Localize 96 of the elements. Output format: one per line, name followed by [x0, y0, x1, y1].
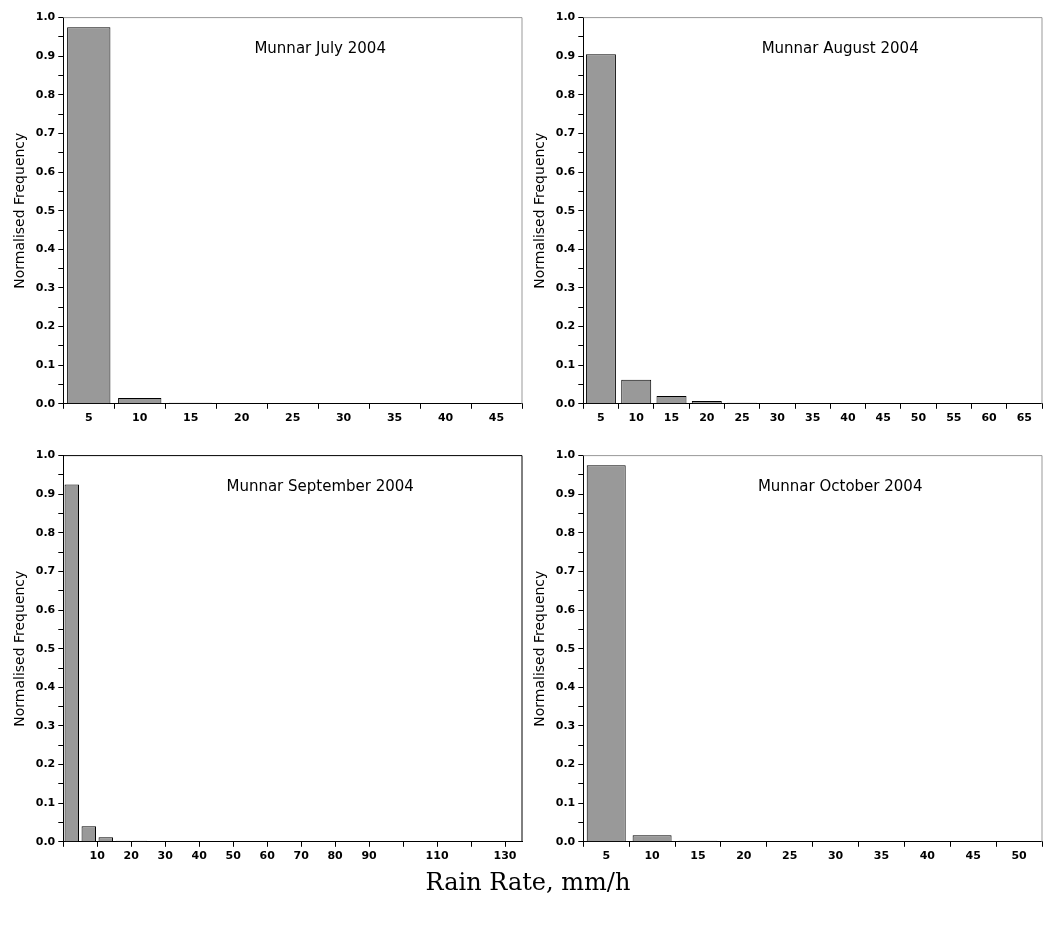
x-tick-label: 55	[946, 411, 962, 425]
y-tick-label: 0.7	[555, 126, 576, 140]
x-tick-label: 45	[875, 411, 891, 425]
x-tick-label: 10	[89, 849, 106, 863]
y-tick-label: 0.2	[555, 757, 576, 771]
x-tick-label: 10	[628, 411, 645, 425]
y-tick-label: 0.6	[35, 602, 56, 616]
x-tick-label: 10	[132, 411, 148, 425]
x-tick-label: 30	[335, 411, 352, 425]
y-tick-label: 0.5	[35, 641, 56, 655]
x-tick-label: 25	[734, 411, 750, 425]
y-tick-label: 1.0	[35, 10, 56, 24]
x-tick-label: 65	[1016, 411, 1033, 425]
text: Munnar August 2004	[761, 39, 919, 58]
x-tick-label: 35	[873, 849, 890, 863]
x-tick-label: 40	[919, 849, 936, 863]
y-tick-label: 0.4	[35, 680, 56, 694]
y-axis-title: Normalised Frequency	[11, 132, 28, 289]
x-tick-label: 15	[690, 849, 706, 863]
y-tick-label: 0.8	[35, 87, 56, 101]
y-tick-label: 0.2	[555, 319, 576, 333]
x-tick-label: 20	[234, 411, 250, 425]
y-tick-label: 0.0	[35, 396, 56, 410]
y-tick-label: 1.0	[555, 448, 576, 462]
y-tick-label: 0.9	[555, 49, 576, 63]
x-tick-label: 50	[910, 411, 927, 425]
y-tick-label: 0.8	[35, 525, 56, 539]
y-tick-label: 0.1	[35, 796, 56, 810]
x-tick-label: 40	[191, 849, 208, 863]
x-tick-label: 20	[699, 411, 715, 425]
y-tick-label: 0.5	[555, 641, 576, 655]
y-tick-label: 0.1	[35, 358, 56, 372]
y-tick-label: 0.5	[35, 203, 56, 217]
x-tick-label: 45	[488, 411, 505, 425]
x-tick-label: 80	[327, 849, 344, 863]
x-tick-label: 35	[804, 411, 821, 425]
y-tick-label: 0.4	[555, 242, 576, 256]
x-tick-label: 110	[425, 849, 449, 863]
x-tick-label: 130	[493, 849, 517, 863]
x-tick-label: 60	[981, 411, 998, 425]
x-tick-label: 30	[827, 849, 844, 863]
y-tick-label: 1.0	[35, 448, 56, 462]
x-tick-label: 60	[259, 849, 276, 863]
y-tick-label: 0.0	[555, 834, 576, 848]
x-tick-label: 5	[597, 411, 605, 425]
y-tick-label: 0.9	[555, 487, 576, 501]
y-axis-title: Normalised Frequency	[531, 132, 548, 289]
y-tick-label: 0.4	[35, 242, 56, 256]
y-tick-label: 0.8	[555, 525, 576, 539]
y-tick-label: 0.3	[35, 718, 56, 732]
x-tick-label: 25	[782, 849, 798, 863]
y-tick-label: 0.6	[555, 164, 576, 178]
y-tick-label: 0.1	[555, 358, 576, 372]
y-tick-label: 0.7	[35, 564, 56, 578]
x-tick-label: 50	[225, 849, 242, 863]
y-tick-label: 0.3	[555, 718, 576, 732]
x-tick-label: 35	[386, 411, 403, 425]
y-tick-label: 0.4	[555, 680, 576, 694]
y-tick-label: 0.0	[35, 834, 56, 848]
text: Munnar September 2004	[226, 477, 414, 496]
x-tick-label: 40	[840, 411, 856, 425]
x-tick-label: 15	[183, 411, 199, 425]
x-tick-label: 40	[437, 411, 454, 425]
x-tick-label: 45	[965, 849, 981, 863]
x-tick-label: 5	[602, 849, 611, 863]
y-axis-title: Normalised Frequency	[11, 570, 28, 727]
y-tick-label: 0.7	[555, 564, 576, 578]
x-tick-label: 90	[361, 849, 378, 863]
text: Munnar July 2004	[254, 39, 386, 58]
x-tick-label: 20	[736, 849, 752, 863]
y-tick-label: 0.3	[35, 280, 56, 294]
y-axis-title: Normalised Frequency	[531, 570, 548, 727]
y-tick-label: 1.0	[555, 10, 576, 24]
x-tick-label: 10	[644, 849, 661, 863]
x-tick-label: 25	[284, 411, 301, 425]
x-tick-label: 5	[84, 411, 93, 425]
y-tick-label: 0.0	[555, 396, 576, 410]
x-tick-label: 50	[1011, 849, 1028, 863]
text: Munnar October 2004	[757, 477, 923, 496]
x-tick-label: 15	[663, 411, 680, 425]
y-tick-label: 0.1	[555, 796, 576, 810]
x-tick-label: 70	[293, 849, 310, 863]
x-tick-label: 30	[157, 849, 174, 863]
y-tick-label: 0.5	[555, 203, 576, 217]
x-tick-label: 20	[123, 849, 140, 863]
y-tick-label: 0.6	[555, 602, 576, 616]
y-tick-label: 0.3	[555, 280, 576, 294]
y-tick-label: 0.6	[35, 164, 56, 178]
y-tick-label: 0.2	[35, 757, 56, 771]
y-tick-label: 0.7	[35, 126, 56, 140]
x-tick-label: 30	[769, 411, 786, 425]
y-tick-label: 0.9	[35, 49, 56, 63]
y-tick-label: 0.9	[35, 487, 56, 501]
y-tick-label: 0.8	[555, 87, 576, 101]
x-axis-title: Rain Rate, mm/h	[424, 868, 632, 896]
y-tick-label: 0.2	[35, 319, 56, 333]
